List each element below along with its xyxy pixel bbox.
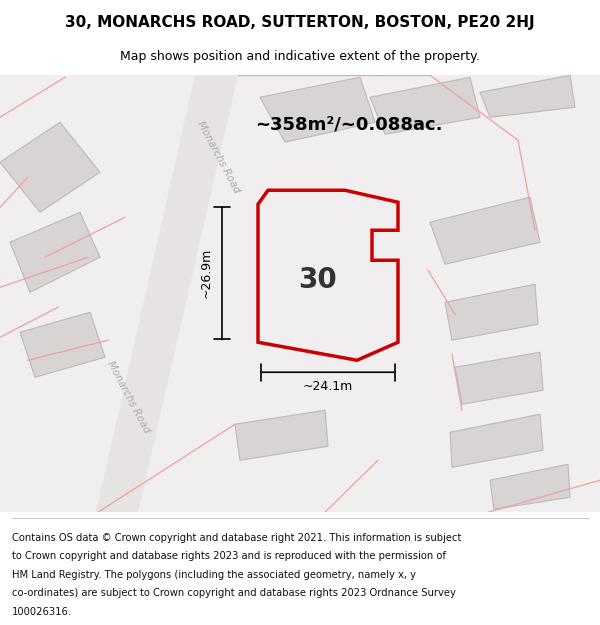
Text: Contains OS data © Crown copyright and database right 2021. This information is : Contains OS data © Crown copyright and d… xyxy=(12,532,461,542)
Polygon shape xyxy=(455,352,543,404)
Text: HM Land Registry. The polygons (including the associated geometry, namely x, y: HM Land Registry. The polygons (includin… xyxy=(12,570,416,580)
Text: co-ordinates) are subject to Crown copyright and database rights 2023 Ordnance S: co-ordinates) are subject to Crown copyr… xyxy=(12,589,456,599)
Polygon shape xyxy=(260,78,375,142)
Text: Monarchs Road: Monarchs Road xyxy=(195,119,241,195)
Polygon shape xyxy=(10,213,100,292)
Text: 100026316.: 100026316. xyxy=(12,607,72,617)
Text: ~24.1m: ~24.1m xyxy=(303,380,353,392)
Text: 30: 30 xyxy=(299,266,337,294)
Polygon shape xyxy=(20,312,105,378)
Polygon shape xyxy=(430,198,540,264)
Text: Map shows position and indicative extent of the property.: Map shows position and indicative extent… xyxy=(120,50,480,62)
Polygon shape xyxy=(480,75,575,118)
Text: Monarchs Road: Monarchs Road xyxy=(105,359,151,435)
Text: ~26.9m: ~26.9m xyxy=(199,248,212,298)
Text: 30, MONARCHS ROAD, SUTTERTON, BOSTON, PE20 2HJ: 30, MONARCHS ROAD, SUTTERTON, BOSTON, PE… xyxy=(65,15,535,30)
Polygon shape xyxy=(445,284,538,340)
Polygon shape xyxy=(258,190,398,360)
Polygon shape xyxy=(96,75,238,512)
Polygon shape xyxy=(0,122,100,212)
Polygon shape xyxy=(450,414,543,468)
Polygon shape xyxy=(370,78,480,134)
Text: ~358m²/~0.088ac.: ~358m²/~0.088ac. xyxy=(255,115,443,133)
Polygon shape xyxy=(235,410,328,460)
Polygon shape xyxy=(490,464,570,509)
Text: to Crown copyright and database rights 2023 and is reproduced with the permissio: to Crown copyright and database rights 2… xyxy=(12,551,446,561)
